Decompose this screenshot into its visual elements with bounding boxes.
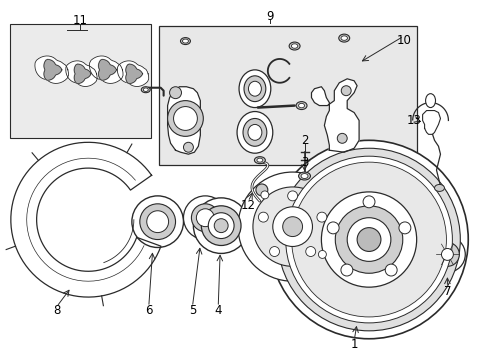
Circle shape bbox=[337, 133, 346, 143]
Ellipse shape bbox=[244, 76, 265, 102]
Ellipse shape bbox=[301, 174, 307, 179]
Circle shape bbox=[272, 207, 312, 247]
Polygon shape bbox=[89, 56, 123, 84]
Ellipse shape bbox=[182, 39, 188, 43]
Text: 4: 4 bbox=[214, 305, 222, 318]
Circle shape bbox=[193, 198, 248, 253]
Ellipse shape bbox=[243, 118, 266, 146]
Polygon shape bbox=[44, 59, 62, 80]
Text: 2: 2 bbox=[300, 134, 307, 147]
Circle shape bbox=[169, 87, 181, 99]
Text: 12: 12 bbox=[240, 199, 255, 212]
Ellipse shape bbox=[338, 34, 349, 42]
Ellipse shape bbox=[254, 157, 265, 164]
Circle shape bbox=[385, 264, 396, 276]
Ellipse shape bbox=[291, 44, 297, 48]
Text: 5: 5 bbox=[188, 305, 196, 318]
Circle shape bbox=[183, 142, 193, 152]
Circle shape bbox=[196, 209, 214, 227]
Circle shape bbox=[287, 191, 297, 201]
Circle shape bbox=[260, 191, 268, 199]
Ellipse shape bbox=[434, 184, 444, 192]
Circle shape bbox=[356, 228, 380, 251]
Ellipse shape bbox=[288, 42, 300, 50]
Ellipse shape bbox=[298, 103, 304, 108]
Polygon shape bbox=[422, 111, 440, 134]
Circle shape bbox=[255, 184, 267, 196]
Circle shape bbox=[132, 196, 183, 247]
Text: 3: 3 bbox=[300, 156, 307, 168]
Text: 9: 9 bbox=[265, 10, 273, 23]
Circle shape bbox=[208, 213, 234, 239]
Polygon shape bbox=[35, 56, 68, 84]
Ellipse shape bbox=[248, 81, 261, 96]
Circle shape bbox=[282, 217, 302, 237]
Circle shape bbox=[362, 196, 374, 208]
Circle shape bbox=[183, 196, 226, 239]
Circle shape bbox=[201, 206, 241, 246]
Polygon shape bbox=[311, 79, 358, 152]
Text: 11: 11 bbox=[73, 14, 88, 27]
Ellipse shape bbox=[296, 102, 306, 109]
Circle shape bbox=[214, 219, 228, 233]
Polygon shape bbox=[117, 61, 148, 86]
Ellipse shape bbox=[298, 172, 310, 180]
Text: 7: 7 bbox=[443, 285, 450, 298]
Ellipse shape bbox=[247, 125, 262, 140]
Circle shape bbox=[238, 172, 346, 281]
Ellipse shape bbox=[180, 37, 190, 45]
Bar bbox=[10, 24, 150, 138]
Circle shape bbox=[167, 100, 203, 136]
Polygon shape bbox=[98, 59, 116, 80]
Circle shape bbox=[316, 212, 326, 222]
Circle shape bbox=[435, 243, 458, 266]
Polygon shape bbox=[65, 61, 97, 86]
Ellipse shape bbox=[237, 112, 272, 153]
Circle shape bbox=[285, 156, 451, 323]
Circle shape bbox=[146, 211, 168, 233]
Polygon shape bbox=[125, 64, 142, 84]
Circle shape bbox=[428, 237, 464, 272]
Text: 10: 10 bbox=[395, 33, 410, 46]
Ellipse shape bbox=[256, 158, 263, 162]
Circle shape bbox=[291, 162, 446, 317]
Circle shape bbox=[321, 192, 416, 287]
Circle shape bbox=[398, 222, 410, 234]
Circle shape bbox=[335, 206, 402, 273]
Circle shape bbox=[140, 204, 175, 239]
Circle shape bbox=[341, 86, 350, 96]
Ellipse shape bbox=[141, 87, 150, 93]
Ellipse shape bbox=[340, 36, 347, 40]
Circle shape bbox=[326, 222, 339, 234]
Circle shape bbox=[258, 212, 268, 222]
Polygon shape bbox=[74, 64, 91, 84]
Circle shape bbox=[318, 251, 325, 258]
Ellipse shape bbox=[239, 70, 270, 108]
Text: 6: 6 bbox=[145, 305, 152, 318]
Circle shape bbox=[277, 148, 459, 331]
Circle shape bbox=[305, 247, 315, 256]
Circle shape bbox=[269, 247, 279, 256]
Text: 8: 8 bbox=[53, 305, 60, 318]
Ellipse shape bbox=[425, 94, 435, 108]
Circle shape bbox=[340, 264, 352, 276]
Text: 13: 13 bbox=[406, 114, 420, 127]
Circle shape bbox=[173, 107, 197, 130]
Text: 1: 1 bbox=[350, 338, 357, 351]
Circle shape bbox=[269, 140, 468, 339]
Circle shape bbox=[191, 204, 219, 231]
Circle shape bbox=[346, 218, 390, 261]
Polygon shape bbox=[167, 87, 200, 154]
Circle shape bbox=[252, 187, 332, 266]
Ellipse shape bbox=[143, 88, 148, 91]
Circle shape bbox=[441, 248, 452, 260]
Polygon shape bbox=[11, 142, 161, 297]
Bar bbox=[158, 26, 416, 165]
